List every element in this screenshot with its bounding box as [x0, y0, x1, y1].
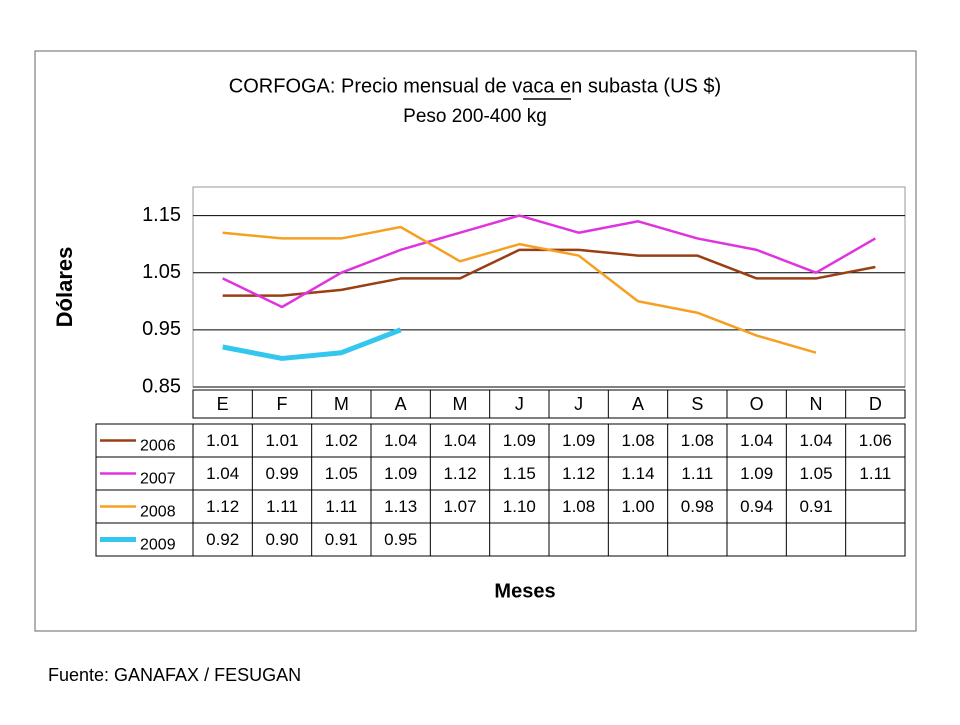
table-cell: 1.04 [443, 431, 476, 450]
table-cell: 0.95 [384, 530, 417, 549]
x-tick-label: M [334, 394, 349, 414]
y-tick-label: 0.95 [142, 318, 181, 340]
table-cell: 1.04 [799, 431, 832, 450]
table-cell: 0.91 [325, 530, 358, 549]
y-axis-label: Dólares [52, 247, 77, 328]
table-cell: 1.12 [562, 464, 595, 483]
legend-label: 2009 [140, 537, 176, 554]
table-cell: 1.04 [740, 431, 773, 450]
chart-subtitle: Peso 200-400 kg [403, 106, 547, 127]
table-cell: 1.09 [562, 431, 595, 450]
table-cell: 1.13 [384, 497, 417, 516]
table-cell: 1.11 [859, 464, 891, 483]
x-tick-label: J [574, 394, 583, 414]
legend-label: 2006 [140, 438, 176, 455]
x-tick-label: D [869, 394, 882, 414]
table-cell: 1.00 [621, 497, 654, 516]
table-cell: 1.04 [384, 431, 417, 450]
x-tick-label: J [515, 394, 524, 414]
table-cell: 1.15 [503, 464, 536, 483]
x-tick-label: A [632, 394, 644, 414]
table-cell: 0.90 [265, 530, 298, 549]
x-tick-label: S [691, 394, 703, 414]
table-cell: 1.11 [266, 497, 298, 516]
table-cell: 1.12 [206, 497, 239, 516]
table-cell: 1.02 [325, 431, 358, 450]
table-cell: 0.98 [681, 497, 714, 516]
y-tick-label: 1.15 [142, 204, 181, 226]
table-cell: 0.92 [206, 530, 239, 549]
x-tick-label: M [453, 394, 468, 414]
table-cell: 1.11 [681, 464, 713, 483]
table-cell: 1.04 [206, 464, 239, 483]
series-line [222, 327, 402, 361]
x-tick-label: A [395, 394, 407, 414]
table-cell: 1.14 [621, 464, 654, 483]
chart-title: CORFOGA: Precio mensual de vaca en subas… [229, 75, 721, 97]
y-tick-label: 0.85 [142, 375, 181, 397]
x-tick-label: E [217, 394, 229, 414]
table-cell: 1.05 [799, 464, 832, 483]
x-axis-label: Meses [494, 580, 555, 602]
table-cell: 1.10 [503, 497, 536, 516]
table-cell: 1.12 [443, 464, 476, 483]
series-line [222, 225, 817, 354]
table-cell: 1.08 [562, 497, 595, 516]
table-cell: 1.01 [206, 431, 239, 450]
table-cell: 1.09 [384, 464, 417, 483]
series-line [222, 214, 876, 309]
table-cell: 1.07 [443, 497, 476, 516]
table-cell: 1.06 [859, 431, 892, 450]
table-cell: 1.09 [740, 464, 773, 483]
x-tick-label: N [810, 394, 823, 414]
table-cell: 1.05 [325, 464, 358, 483]
x-tick-label: O [750, 394, 764, 414]
x-tick-label: F [277, 394, 288, 414]
table-cell: 1.11 [325, 497, 357, 516]
table-cell: 1.08 [681, 431, 714, 450]
table-cell: 1.09 [503, 431, 536, 450]
table-cell: 0.91 [799, 497, 832, 516]
source-note: Fuente: GANAFAX / FESUGAN [48, 665, 301, 685]
legend-label: 2007 [140, 471, 176, 488]
table-cell: 1.08 [621, 431, 654, 450]
table-cell: 0.99 [265, 464, 298, 483]
y-tick-label: 1.05 [142, 261, 181, 283]
table-cell: 1.01 [265, 431, 298, 450]
legend-label: 2008 [140, 504, 176, 521]
table-cell: 0.94 [740, 497, 773, 516]
